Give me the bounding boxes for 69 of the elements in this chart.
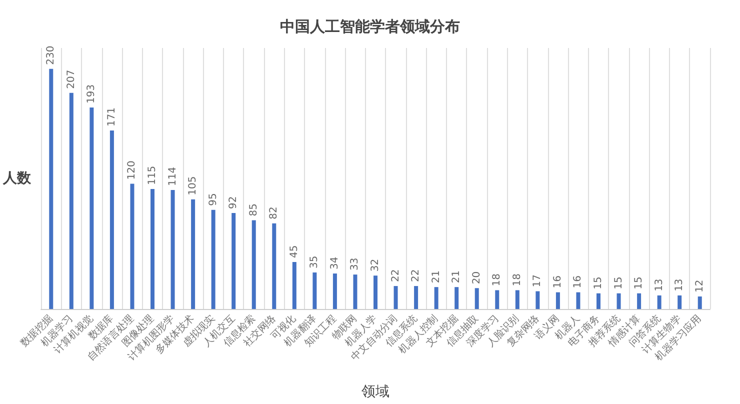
data-label: 22 (390, 269, 402, 282)
bar (414, 286, 418, 309)
data-label: 95 (208, 193, 219, 206)
data-label: 20 (471, 271, 482, 284)
bar (394, 286, 398, 309)
bar (495, 290, 500, 309)
data-label: 16 (552, 276, 564, 288)
bar (698, 296, 702, 309)
data-label: 82 (268, 206, 280, 220)
data-label: 230 (46, 46, 57, 65)
x-axis-title: 领域 (362, 384, 390, 400)
bar (49, 68, 54, 309)
bar (474, 288, 479, 309)
data-label: 45 (288, 245, 300, 258)
bar (556, 292, 560, 309)
data-label: 33 (350, 258, 361, 271)
data-label: 16 (572, 276, 584, 288)
bar (678, 295, 682, 309)
data-label: 114 (167, 166, 178, 186)
data-label: 18 (492, 273, 503, 286)
bar (515, 290, 520, 309)
data-label: 21 (430, 270, 442, 284)
bar (616, 293, 621, 309)
bar (353, 274, 358, 309)
bar (374, 276, 378, 309)
data-label: 17 (532, 274, 544, 288)
bar (90, 108, 94, 309)
bar (596, 293, 600, 309)
data-label: 120 (126, 160, 138, 180)
data-label: 207 (66, 70, 77, 89)
data-label: 12 (694, 280, 706, 292)
data-label: 13 (674, 278, 686, 292)
bar (576, 292, 580, 309)
bar (69, 92, 74, 309)
bar (252, 220, 256, 309)
data-label: 105 (188, 176, 199, 196)
bar (637, 293, 642, 309)
bar (454, 287, 459, 309)
bar (272, 223, 276, 309)
data-label: 34 (329, 256, 340, 270)
chart-title: 中国人工智能学者领域分布 (280, 18, 460, 36)
bar (536, 291, 540, 309)
data-label: 171 (106, 107, 118, 126)
data-label: 35 (309, 256, 320, 268)
bar (332, 274, 337, 309)
data-label: 18 (512, 273, 523, 286)
bar (191, 199, 196, 309)
data-label: 32 (370, 258, 381, 272)
bar (434, 287, 438, 309)
data-label: 15 (613, 276, 624, 290)
bar (130, 184, 134, 309)
data-label: 13 (654, 278, 665, 292)
data-label: 115 (147, 166, 158, 185)
data-label: 15 (634, 276, 645, 290)
data-label: 193 (86, 84, 98, 104)
data-label: 15 (593, 276, 604, 290)
bar (170, 190, 175, 309)
bar (232, 212, 236, 309)
bar (312, 272, 317, 309)
bar (150, 188, 154, 309)
data-label: 22 (410, 269, 422, 282)
y-axis-title: 人数 (2, 170, 32, 186)
data-label: 85 (248, 204, 260, 216)
bar (292, 262, 296, 309)
data-label: 21 (451, 270, 462, 284)
bar (110, 130, 114, 309)
bar (211, 210, 216, 309)
bar (657, 295, 662, 309)
data-label: 92 (228, 196, 240, 209)
